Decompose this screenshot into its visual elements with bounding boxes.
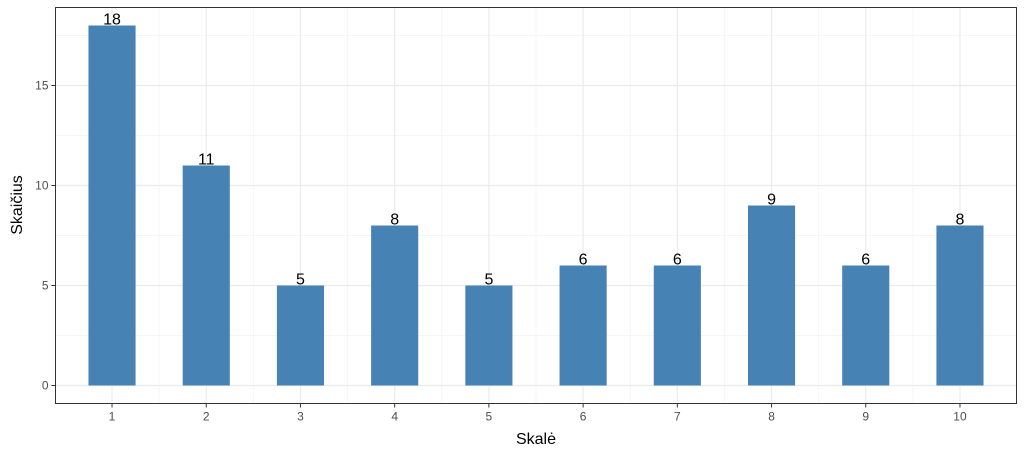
bar-3 bbox=[276, 285, 325, 386]
bar-value-label-7: 6 bbox=[673, 252, 682, 269]
bar-value-label-8: 9 bbox=[767, 192, 776, 209]
y-axis: 0 5 10 15 bbox=[35, 79, 56, 393]
bar-value-label-5: 5 bbox=[484, 272, 493, 289]
y-tick-label: 15 bbox=[35, 79, 49, 93]
bar-10 bbox=[936, 225, 984, 386]
x-tick-label: 6 bbox=[580, 410, 587, 424]
x-axis: 1 2 3 4 5 6 7 8 9 10 bbox=[109, 403, 967, 424]
x-tick-label: 5 bbox=[486, 410, 493, 424]
x-tick-label: 3 bbox=[297, 410, 304, 424]
bar-value-label-4: 8 bbox=[390, 212, 399, 229]
x-tick-label: 1 bbox=[109, 410, 116, 424]
bar-value-label-2: 11 bbox=[198, 152, 215, 169]
bar-6 bbox=[559, 265, 607, 386]
bar-value-label-3: 5 bbox=[296, 272, 305, 289]
bar-2 bbox=[182, 165, 230, 386]
y-tick-label: 10 bbox=[35, 179, 49, 193]
x-axis-title: Skalė bbox=[516, 431, 556, 448]
bar-value-label-6: 6 bbox=[579, 252, 588, 269]
y-axis-title: Skaičius bbox=[9, 175, 26, 235]
bar-8 bbox=[747, 205, 796, 386]
x-tick-label: 2 bbox=[203, 410, 210, 424]
bar-value-label-10: 8 bbox=[956, 212, 965, 229]
x-tick-label: 10 bbox=[953, 410, 967, 424]
bars bbox=[88, 25, 984, 386]
bar-value-labels: 18 11 5 8 5 6 6 9 6 8 bbox=[103, 12, 964, 289]
x-tick-label: 9 bbox=[862, 410, 869, 424]
x-tick-label: 8 bbox=[768, 410, 775, 424]
bar-5 bbox=[465, 285, 513, 386]
panel-border bbox=[55, 7, 1017, 404]
bar-7 bbox=[653, 265, 701, 386]
x-tick-label: 4 bbox=[391, 410, 398, 424]
bar-value-label-1: 18 bbox=[103, 12, 121, 29]
bar-4 bbox=[371, 225, 419, 386]
x-tick-label: 7 bbox=[674, 410, 681, 424]
bar-1 bbox=[88, 25, 136, 386]
bar-9 bbox=[842, 265, 890, 386]
y-tick-label: 0 bbox=[42, 379, 49, 393]
y-tick-label: 5 bbox=[42, 279, 49, 293]
bar-value-label-9: 6 bbox=[861, 252, 870, 269]
